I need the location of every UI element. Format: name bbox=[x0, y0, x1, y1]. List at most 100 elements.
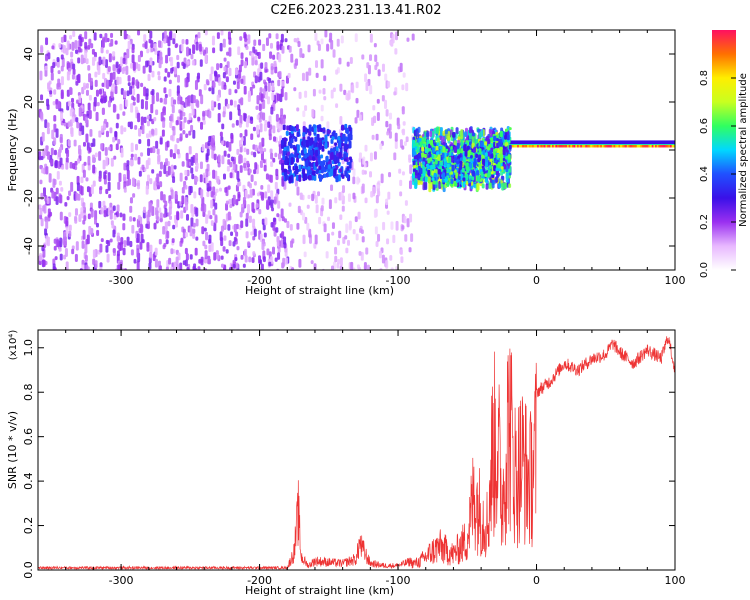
heatmap-cell bbox=[345, 223, 349, 233]
heatmap-cell bbox=[45, 166, 49, 175]
carrier-cell bbox=[610, 144, 613, 148]
carrier-cell bbox=[583, 144, 587, 148]
heatmap-cell bbox=[331, 222, 335, 230]
heatmap-cell bbox=[401, 225, 405, 230]
heatmap-cell bbox=[245, 118, 249, 128]
heatmap-cell bbox=[69, 35, 73, 40]
heatmap-cell bbox=[212, 209, 216, 216]
heatmap-cell bbox=[334, 246, 338, 255]
heatmap-cell bbox=[140, 233, 144, 243]
heatmap-cell bbox=[346, 166, 350, 171]
snr-ytick-label: 0.2 bbox=[22, 517, 35, 535]
heatmap-cell bbox=[349, 56, 353, 65]
heatmap-cell bbox=[381, 254, 385, 264]
heatmap-region bbox=[508, 140, 675, 148]
heatmap-cell bbox=[122, 57, 126, 65]
heatmap-cell bbox=[320, 115, 324, 122]
heatmap-cell bbox=[66, 196, 70, 201]
heatmap-cell bbox=[52, 101, 56, 106]
heatmap-cell bbox=[71, 245, 75, 250]
heatmap-cell bbox=[212, 47, 216, 54]
heatmap-cell bbox=[67, 121, 71, 128]
heatmap-cell bbox=[270, 152, 274, 160]
heatmap-cell bbox=[163, 164, 167, 175]
heatmap-cell bbox=[229, 203, 233, 209]
heatmap-cell bbox=[130, 62, 134, 69]
heatmap-cell bbox=[431, 177, 435, 181]
heatmap-cell bbox=[40, 46, 44, 53]
heatmap-cell bbox=[236, 148, 240, 156]
heatmap-cell bbox=[148, 256, 152, 264]
heatmap-cell bbox=[225, 249, 229, 254]
heatmap-cell bbox=[415, 128, 419, 137]
heatmap-cell bbox=[214, 202, 218, 210]
heatmap-cell bbox=[288, 45, 292, 53]
heatmap-cell bbox=[208, 244, 212, 252]
heatmap-cell bbox=[163, 76, 167, 82]
heatmap-cell bbox=[230, 231, 234, 237]
heatmap-cell bbox=[72, 68, 76, 76]
heatmap-cell bbox=[460, 129, 464, 140]
heatmap-cell bbox=[480, 141, 484, 148]
carrier-cell bbox=[656, 144, 660, 148]
heatmap-cell bbox=[401, 171, 405, 176]
heatmap-cell bbox=[204, 250, 208, 260]
heatmap-cell bbox=[150, 103, 154, 114]
heatmap-cell bbox=[272, 217, 276, 223]
heatmap-cell bbox=[248, 256, 252, 263]
carrier-cell bbox=[528, 144, 532, 148]
heatmap-cell bbox=[304, 90, 308, 98]
heatmap-cell bbox=[251, 55, 255, 66]
heatmap-cell bbox=[93, 32, 97, 41]
heatmap-cell bbox=[63, 121, 67, 127]
heatmap-cell bbox=[142, 43, 146, 48]
heatmap-cell bbox=[334, 142, 338, 147]
spec-xlabel: Height of straight line (km) bbox=[245, 284, 394, 297]
heatmap-cell bbox=[351, 84, 355, 94]
heatmap-cell bbox=[242, 196, 246, 205]
heatmap-cell bbox=[324, 142, 328, 149]
heatmap-cell bbox=[131, 54, 135, 64]
heatmap-cell bbox=[268, 261, 272, 267]
heatmap-cell bbox=[272, 136, 276, 142]
snr-ytick-label: 0.4 bbox=[22, 472, 35, 490]
heatmap-cell bbox=[135, 143, 139, 151]
heatmap-cell bbox=[116, 113, 120, 120]
heatmap-cell bbox=[172, 224, 176, 230]
heatmap-cell bbox=[109, 238, 113, 243]
heatmap-cell bbox=[131, 177, 135, 187]
heatmap-cell bbox=[341, 142, 345, 147]
heatmap-cell bbox=[115, 143, 119, 151]
heatmap-cell bbox=[88, 225, 92, 235]
heatmap-cell bbox=[200, 188, 204, 199]
heatmap-cell bbox=[67, 100, 71, 107]
heatmap-cell bbox=[273, 196, 277, 205]
heatmap-cell bbox=[315, 72, 319, 78]
heatmap-cell bbox=[318, 89, 322, 94]
heatmap-cell bbox=[203, 83, 207, 91]
heatmap-cell bbox=[191, 211, 195, 218]
heatmap-cell bbox=[44, 119, 48, 129]
heatmap-cell bbox=[131, 46, 135, 54]
heatmap-cell bbox=[84, 243, 88, 254]
heatmap-cell bbox=[192, 95, 196, 104]
heatmap-cell bbox=[307, 166, 311, 170]
heatmap-cell bbox=[332, 49, 336, 58]
heatmap-cell bbox=[151, 70, 155, 78]
heatmap-cell bbox=[159, 137, 163, 145]
heatmap-cell bbox=[227, 159, 231, 165]
heatmap-cell bbox=[185, 201, 189, 211]
carrier-cell bbox=[558, 144, 562, 148]
heatmap-cell bbox=[85, 177, 89, 182]
heatmap-cell bbox=[162, 120, 166, 129]
heatmap-cell bbox=[202, 210, 206, 218]
heatmap-cell bbox=[311, 126, 315, 132]
heatmap-cell bbox=[326, 43, 330, 52]
heatmap-cell bbox=[95, 89, 99, 97]
heatmap-cell bbox=[432, 164, 436, 168]
heatmap-cell bbox=[295, 58, 299, 66]
heatmap-cell bbox=[303, 148, 307, 154]
heatmap-cell bbox=[176, 211, 180, 221]
carrier-cell bbox=[545, 144, 548, 148]
heatmap-cell bbox=[231, 123, 235, 128]
